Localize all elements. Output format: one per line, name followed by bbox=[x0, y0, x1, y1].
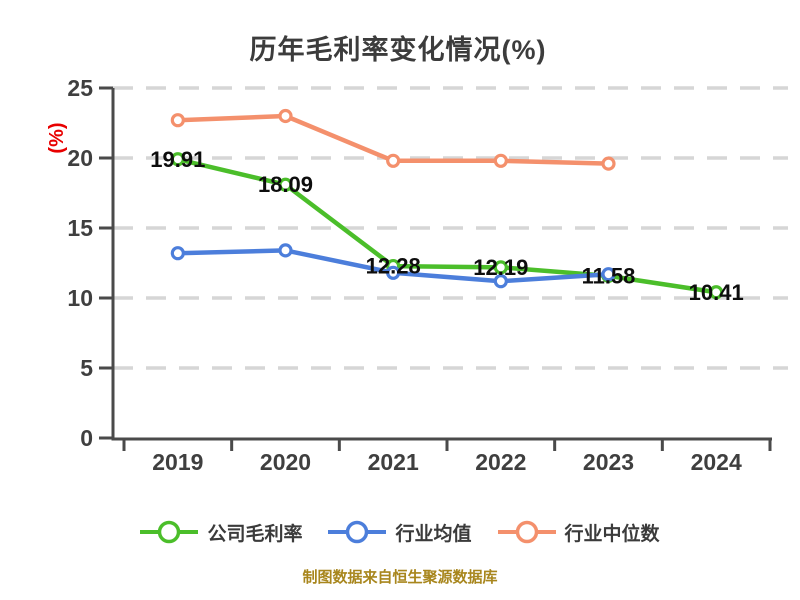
data-label: 11.58 bbox=[582, 263, 636, 288]
data-point-行业中位数 bbox=[601, 156, 616, 171]
data-point-公司毛利率 bbox=[493, 260, 508, 275]
data-point-行业均值 bbox=[278, 243, 293, 258]
data-label: 12.28 bbox=[366, 254, 421, 279]
y-tick-label: 5 bbox=[80, 355, 93, 381]
data-point-行业中位数 bbox=[493, 153, 508, 168]
x-tick-label: 2019 bbox=[152, 449, 203, 475]
legend-label: 行业均值 bbox=[395, 523, 472, 545]
x-tick-label: 2023 bbox=[583, 449, 634, 475]
x-tick-label: 2024 bbox=[691, 449, 742, 475]
legend-marker-icon bbox=[328, 520, 387, 544]
y-tick-label: 15 bbox=[67, 215, 93, 241]
data-label: 12.19 bbox=[473, 255, 528, 280]
x-tick-label: 2021 bbox=[368, 449, 419, 475]
y-tick-label: 10 bbox=[67, 285, 93, 311]
data-point-行业均值 bbox=[493, 274, 508, 289]
data-point-行业均值 bbox=[601, 267, 616, 282]
data-point-公司毛利率 bbox=[278, 177, 293, 192]
y-tick-label: 20 bbox=[67, 145, 93, 171]
legend-marker-icon bbox=[497, 520, 556, 544]
series-line-公司毛利率 bbox=[175, 157, 719, 295]
data-source-note: 制图数据来自恒生聚源数据库 bbox=[302, 569, 498, 586]
x-tick-label: 2020 bbox=[260, 449, 311, 475]
y-axis-unit-label: (%) bbox=[46, 122, 68, 153]
data-point-行业中位数 bbox=[278, 108, 293, 124]
legend-label: 行业中位数 bbox=[564, 523, 660, 545]
data-point-行业均值 bbox=[386, 265, 401, 280]
x-tick-label: 2022 bbox=[475, 449, 526, 475]
data-label: 19.91 bbox=[150, 147, 205, 172]
data-label: 10.41 bbox=[689, 280, 744, 305]
legend-label: 公司毛利率 bbox=[207, 523, 303, 545]
legend-item-行业均值[interactable]: 行业均值 bbox=[328, 517, 472, 547]
y-tick-label: 25 bbox=[67, 75, 93, 101]
chart-legend: 公司毛利率 行业均值 行业中位数 bbox=[0, 517, 800, 547]
data-point-行业均值 bbox=[170, 246, 185, 261]
chart-title: 历年毛利率变化情况(%) bbox=[249, 35, 547, 66]
data-point-公司毛利率 bbox=[170, 152, 185, 167]
data-label: 18.09 bbox=[258, 172, 313, 197]
legend-item-公司毛利率[interactable]: 公司毛利率 bbox=[140, 517, 302, 547]
data-point-行业中位数 bbox=[386, 153, 401, 168]
data-point-公司毛利率 bbox=[709, 285, 724, 300]
legend-item-行业中位数[interactable]: 行业中位数 bbox=[497, 517, 660, 547]
data-point-行业中位数 bbox=[170, 113, 185, 128]
y-tick-label: 0 bbox=[80, 425, 93, 451]
legend-marker-icon bbox=[140, 520, 199, 544]
